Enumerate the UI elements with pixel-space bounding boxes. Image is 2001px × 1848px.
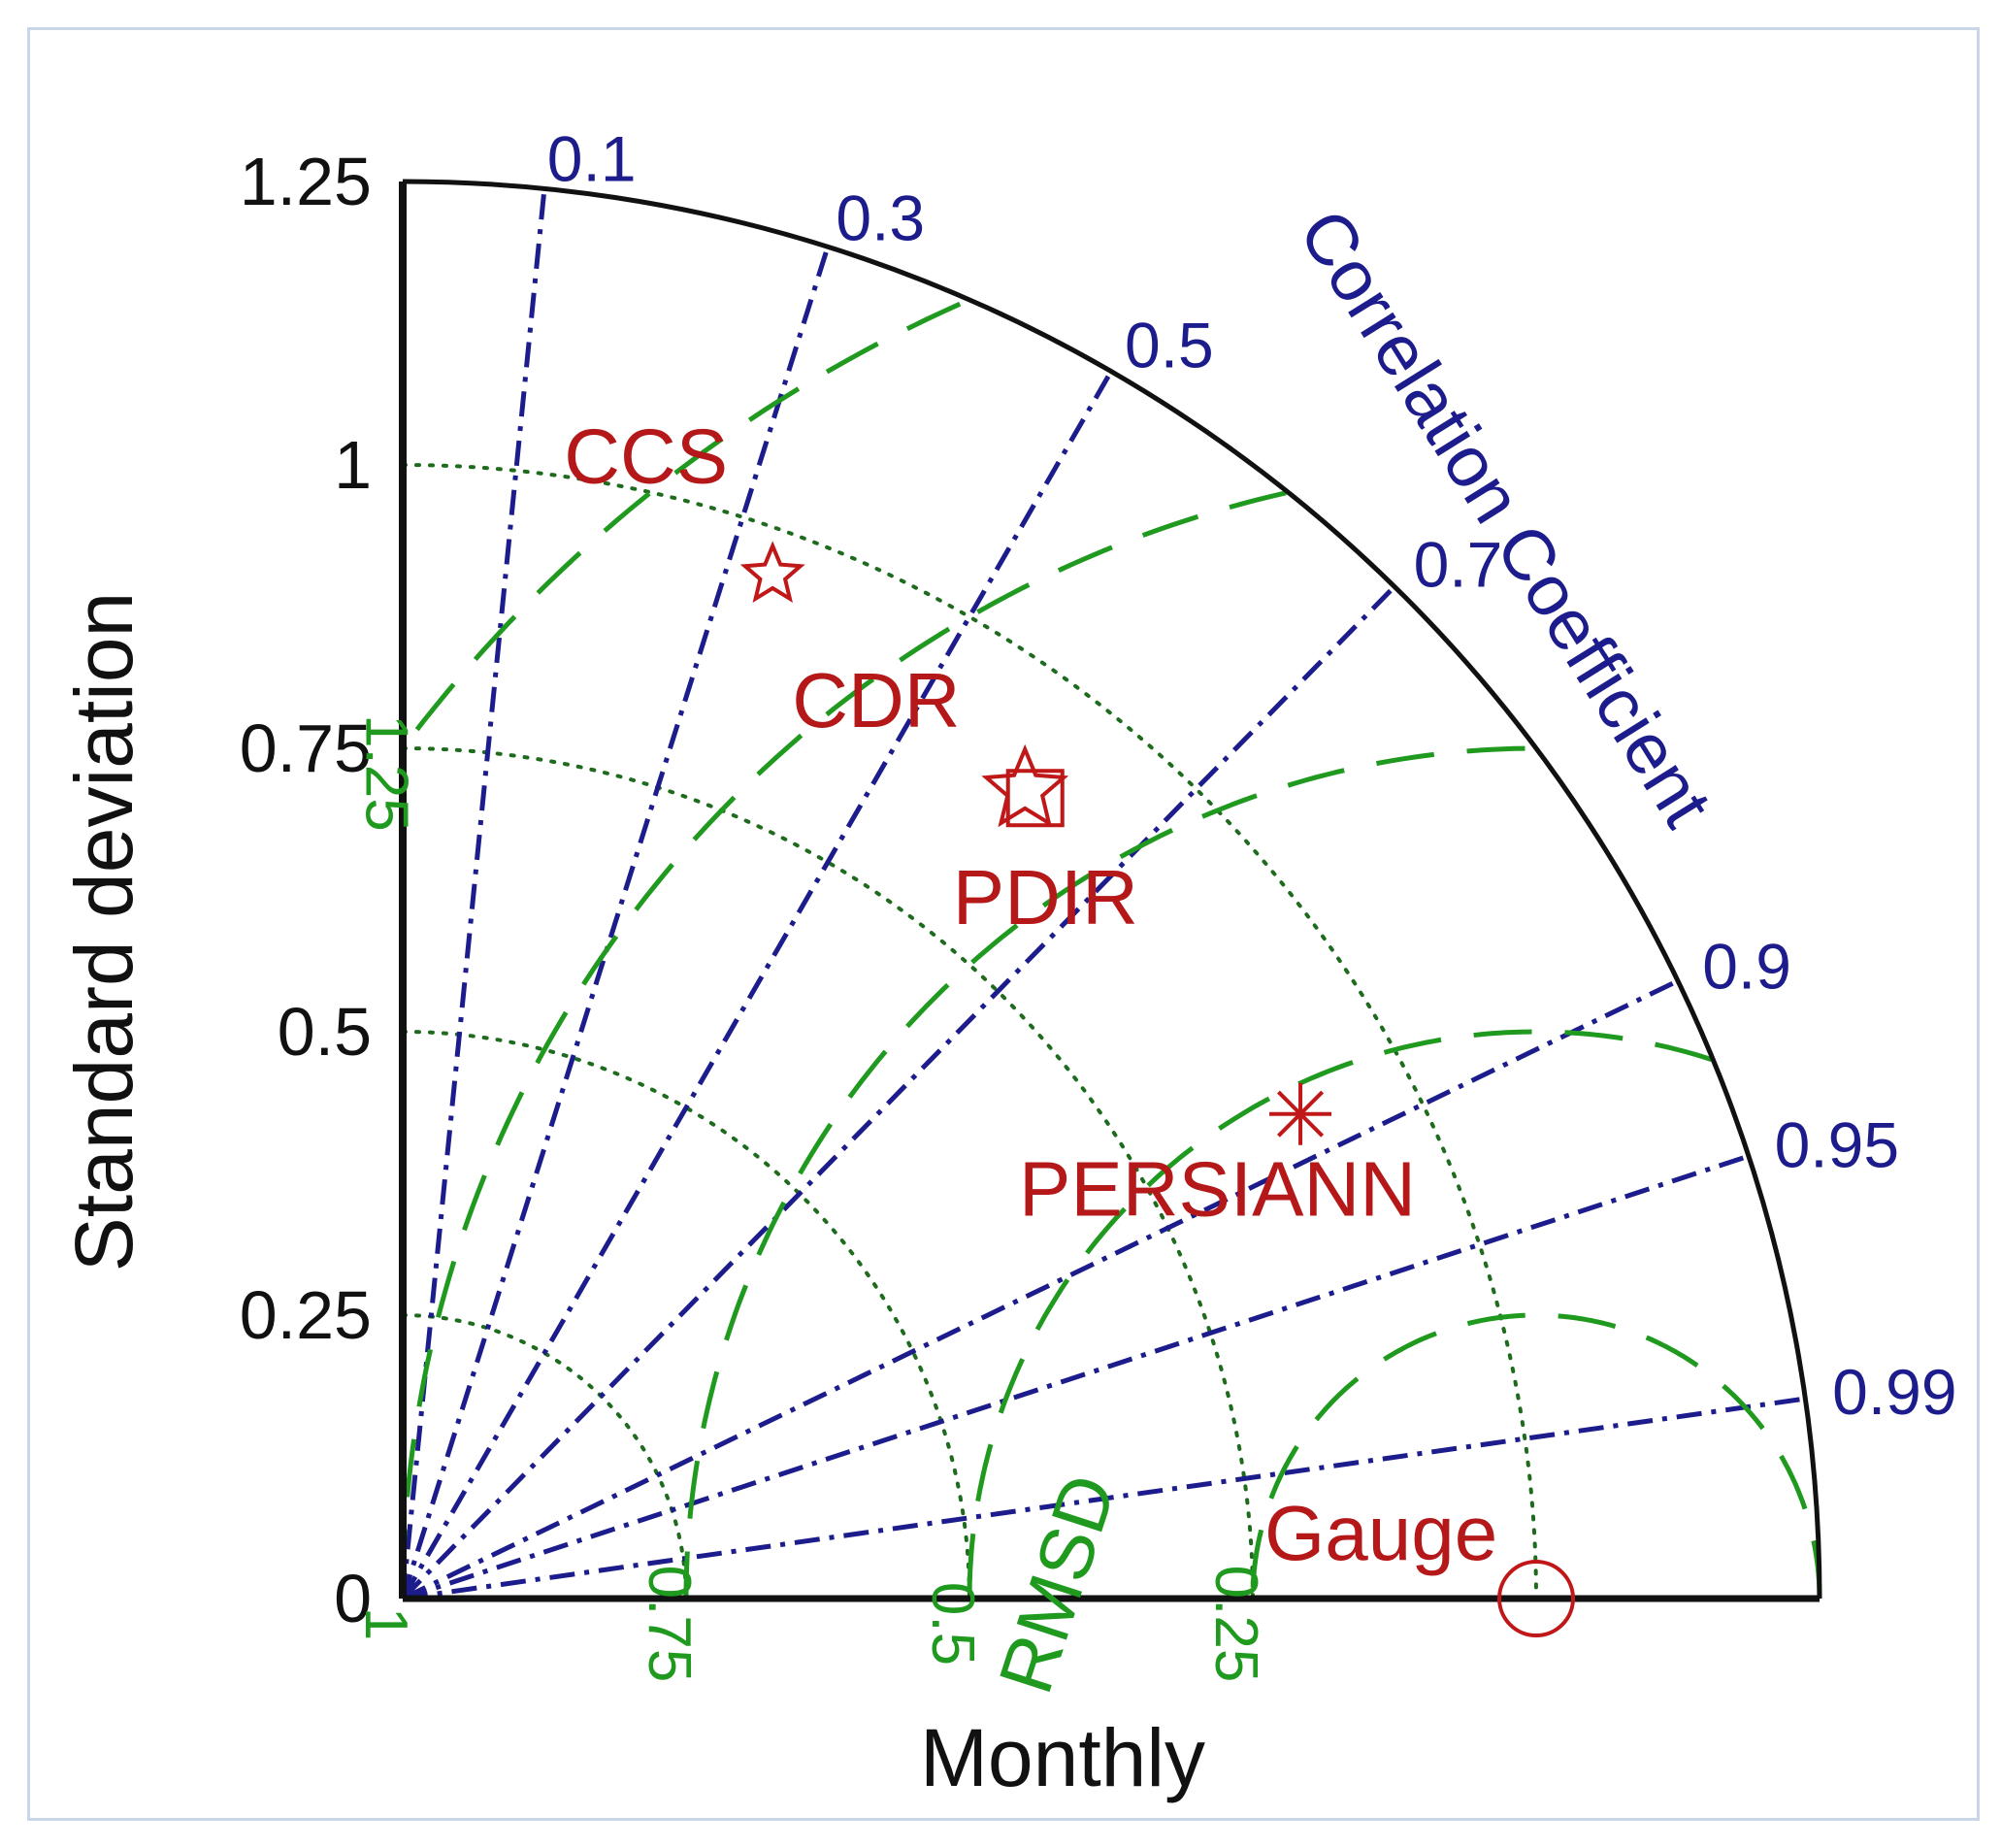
correlation-line <box>401 584 1396 1600</box>
correlation-line <box>401 978 1680 1601</box>
pentagram-marker <box>981 743 1069 828</box>
rmsd-contour <box>683 745 1525 1600</box>
star-marker <box>739 541 805 604</box>
std-tick-label: 0.25 <box>240 1277 372 1353</box>
correlation-axis-label: Correlation Coefficient <box>1284 196 1728 841</box>
data-point-persiann: PERSIANN <box>1019 1082 1416 1233</box>
correlation-tick-label: 0.99 <box>1832 1356 1956 1428</box>
correlation-line <box>402 1396 1806 1601</box>
correlation-line <box>400 246 831 1600</box>
std-deviation-arcs <box>401 463 1538 1600</box>
std-arc <box>401 463 1538 1600</box>
data-point-label: PDIR <box>953 854 1138 940</box>
correlation-tick-labels: 0.1 0.3 0.5 0.7 0.9 0.95 0.99 <box>547 122 1957 1428</box>
rmsd-contour-label: 1 <box>352 1607 419 1640</box>
correlation-tick-label: 0.5 <box>1125 309 1214 380</box>
data-point-label: Gauge <box>1264 1490 1497 1576</box>
rmsd-contour <box>410 301 962 738</box>
outer-arc <box>402 179 1822 1600</box>
std-arc <box>401 1313 688 1600</box>
data-point-label: CCS <box>564 413 728 500</box>
std-tick-label: 0.75 <box>240 710 372 786</box>
std-tick-labels: 0 0.25 0.5 0.75 1 1.25 <box>240 144 372 1636</box>
correlation-tick-label: 0.95 <box>1775 1108 1899 1180</box>
correlation-tick-label: 0.3 <box>836 182 925 254</box>
std-tick-label: 1.25 <box>240 144 372 219</box>
square-marker <box>1005 769 1065 828</box>
x-axis-label: Monthly <box>920 1712 1205 1803</box>
rmsd-contour <box>400 490 1287 1600</box>
data-point-label: PERSIANN <box>1019 1146 1416 1233</box>
correlation-tick-label: 0.9 <box>1702 930 1791 1002</box>
data-point-cdr: CDR <box>792 657 1069 828</box>
rmsd-axis-label: RMSD <box>982 1465 1132 1703</box>
correlation-line <box>402 1153 1750 1601</box>
rmsd-contours <box>400 301 1822 1600</box>
axes <box>399 179 1822 1602</box>
correlation-tick-label: 0.7 <box>1414 528 1503 600</box>
std-tick-label: 0.5 <box>278 994 372 1070</box>
data-point-label: CDR <box>792 657 960 743</box>
asterisk-marker <box>1277 1090 1325 1138</box>
rmsd-contour-label: 0.75 <box>636 1566 703 1683</box>
data-point-ccs: CCS <box>564 413 805 604</box>
circle-marker <box>1497 1560 1575 1637</box>
std-tick-label: 1 <box>334 427 372 503</box>
data-point-gauge: Gauge <box>1264 1490 1575 1637</box>
data-point-pdir: PDIR <box>953 769 1138 940</box>
data-points: Gauge PERSIANN PDIR CDR CCS <box>564 413 1575 1637</box>
rmsd-contour <box>1250 1312 1822 1599</box>
chart-frame <box>27 27 1980 1821</box>
rmsd-contour-label: 0.5 <box>919 1582 986 1666</box>
y-axis-label: Standard deviation <box>58 592 149 1272</box>
std-tick-label: 0 <box>334 1561 372 1636</box>
correlation-tick-label: 0.1 <box>547 122 637 194</box>
std-arc <box>401 1030 971 1600</box>
rmsd-contour-label: 1.25 <box>352 714 419 832</box>
rmsd-contour-label: 0.25 <box>1202 1566 1269 1683</box>
rmsd-contour-labels: 0.25 0.5 0.75 1 1.25 <box>352 714 1269 1682</box>
correlation-line <box>400 370 1114 1600</box>
std-arc <box>401 746 1255 1600</box>
